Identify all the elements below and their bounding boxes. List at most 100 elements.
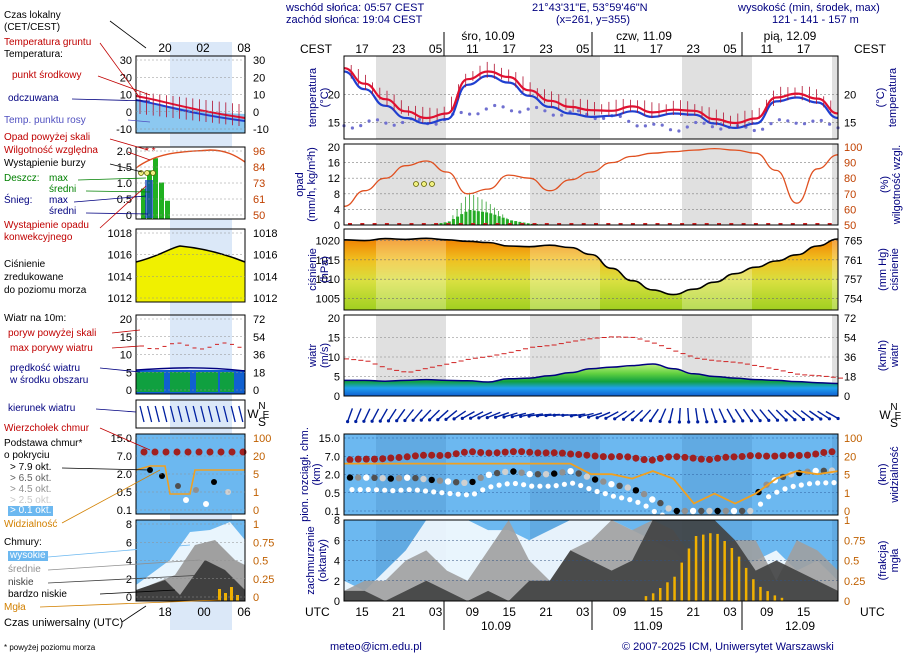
legend-y-tick: 1016 xyxy=(108,250,132,262)
vertical-label-line: temperatura xyxy=(307,67,319,127)
cloud-base-dot xyxy=(485,471,493,478)
cloud-top-dot xyxy=(436,452,444,459)
wind-arrow-head xyxy=(793,418,797,422)
legend-leader-line xyxy=(99,185,147,229)
legend-medium: średnie xyxy=(8,564,41,575)
dew-point-dot xyxy=(802,122,807,126)
legend-y2-tick: 84 xyxy=(253,162,265,174)
wind-arrow xyxy=(478,411,492,419)
dew-point-dot xyxy=(476,112,480,116)
y2-tick-label: 757 xyxy=(844,274,862,286)
precip-zero-marker xyxy=(827,223,832,225)
wind-arrow-head xyxy=(444,417,448,421)
legend-gusts-above: poryw powyżej skali xyxy=(8,328,97,339)
bottom-day-label: 12.09 xyxy=(785,619,815,633)
panel-border xyxy=(343,433,839,516)
precip-zero-marker xyxy=(409,223,414,225)
cloud-base-dot xyxy=(681,507,689,515)
cloud-base-dot xyxy=(387,475,394,482)
cloud-base-dot-low xyxy=(398,487,404,493)
wind-arrow-head xyxy=(714,420,718,424)
legend-okt-45: > 4.5 okt. xyxy=(10,484,52,495)
cest-label-left: CEST xyxy=(300,42,333,56)
legend-okt-01: > 0.1 okt. xyxy=(8,505,54,516)
top-hour-tick: 17 xyxy=(650,42,664,56)
wind-arrow-head xyxy=(552,413,557,417)
cloud-base-dot xyxy=(812,467,819,475)
wind-arrow xyxy=(687,407,690,423)
vertical-label: (°C) temperatura xyxy=(875,67,899,127)
y2-tick-label: 0 xyxy=(844,391,850,403)
night-band xyxy=(832,144,838,225)
legend-wind-arrow xyxy=(230,405,236,423)
legend-temp-line xyxy=(135,95,246,119)
cloud-base-dot xyxy=(624,484,631,491)
cloud-top-dot xyxy=(795,452,803,459)
legend-leader-line xyxy=(109,20,147,49)
wind-arrow xyxy=(461,410,475,420)
cloud-top-dot xyxy=(575,451,583,458)
legend-snow-mean: średni xyxy=(49,206,77,217)
dew-point-dot xyxy=(811,119,815,123)
wind-arrow-head xyxy=(494,415,498,419)
cloud-base-dot-low xyxy=(504,481,510,487)
cloud-top-dot xyxy=(730,453,738,461)
dew-point-dot xyxy=(392,123,396,127)
cloud-base-dot-low xyxy=(651,508,657,515)
cloud-top-dot xyxy=(681,453,689,461)
precip-zero-marker xyxy=(471,223,475,225)
wind-arrow-head xyxy=(630,418,635,422)
cloud-base-dot-low xyxy=(602,491,608,497)
legend-y2-tick: 72 xyxy=(253,314,265,326)
bottom-hour-tick: 21 xyxy=(392,605,406,619)
cloud-top-dot xyxy=(714,454,722,462)
wind-arrow-head xyxy=(604,416,608,420)
legend-leader-line xyxy=(61,467,151,471)
vertical-label-line: ciśnienie xyxy=(307,248,319,291)
legend-wind-arrow xyxy=(154,405,160,423)
cloud-base-dot-low xyxy=(619,495,625,501)
legend-y2-tick: 36 xyxy=(253,350,265,362)
wind-arrow-head xyxy=(767,418,771,422)
legend-y2-tick: 0 xyxy=(253,505,259,517)
wind-arrow-head xyxy=(485,416,489,420)
vertical-label-line: wiatr xyxy=(307,344,319,369)
wind-arrow-head xyxy=(732,419,736,423)
dew-point-dot xyxy=(359,124,363,128)
rain-bar xyxy=(510,220,514,225)
rain-bar xyxy=(443,222,447,225)
vertical-label: (mm Hg) ciśnienie xyxy=(877,248,901,291)
footer-email[interactable]: meteo@icm.edu.pl xyxy=(330,641,422,653)
cloud-base-dot-low xyxy=(373,487,380,493)
cloud-top-dot xyxy=(403,453,411,461)
precip-zero-marker xyxy=(372,223,377,225)
top-hour-tick: 23 xyxy=(539,42,553,56)
dew-point-dot xyxy=(384,121,388,125)
legend-panel-frame xyxy=(135,399,246,429)
dew-point-dot xyxy=(543,109,547,113)
wind-arrow-head xyxy=(544,413,548,418)
cloud-base-dot xyxy=(698,507,705,515)
y2-tick-label: 0.75 xyxy=(844,535,865,547)
precip-zero-marker xyxy=(569,223,574,225)
cloud-top-dot xyxy=(640,456,648,464)
cloud-base-dot-low xyxy=(422,488,429,494)
cloud-top-dot xyxy=(550,449,558,457)
legend-y-tick: 30 xyxy=(120,55,132,67)
y2-tick-label: 15 xyxy=(844,117,856,129)
cloud-top-dot xyxy=(567,450,575,458)
compass-s: S xyxy=(890,416,898,430)
wind-arrow xyxy=(808,410,822,420)
dew-point-dot xyxy=(375,118,380,122)
wind-arrow xyxy=(445,410,458,420)
precip-zero-marker xyxy=(532,223,537,225)
rain-bar xyxy=(505,219,509,225)
cloud-base-dot-low xyxy=(635,499,641,505)
top-hour-tick: 05 xyxy=(576,42,590,56)
compass-n: N xyxy=(890,402,897,413)
legend-y2-tick: 20 xyxy=(253,451,265,463)
y-tick-label: 15 xyxy=(328,333,340,345)
legend-y-tick: 0 xyxy=(126,107,132,119)
y2-tick-label: 754 xyxy=(844,293,862,305)
wind-arrow xyxy=(470,411,484,419)
